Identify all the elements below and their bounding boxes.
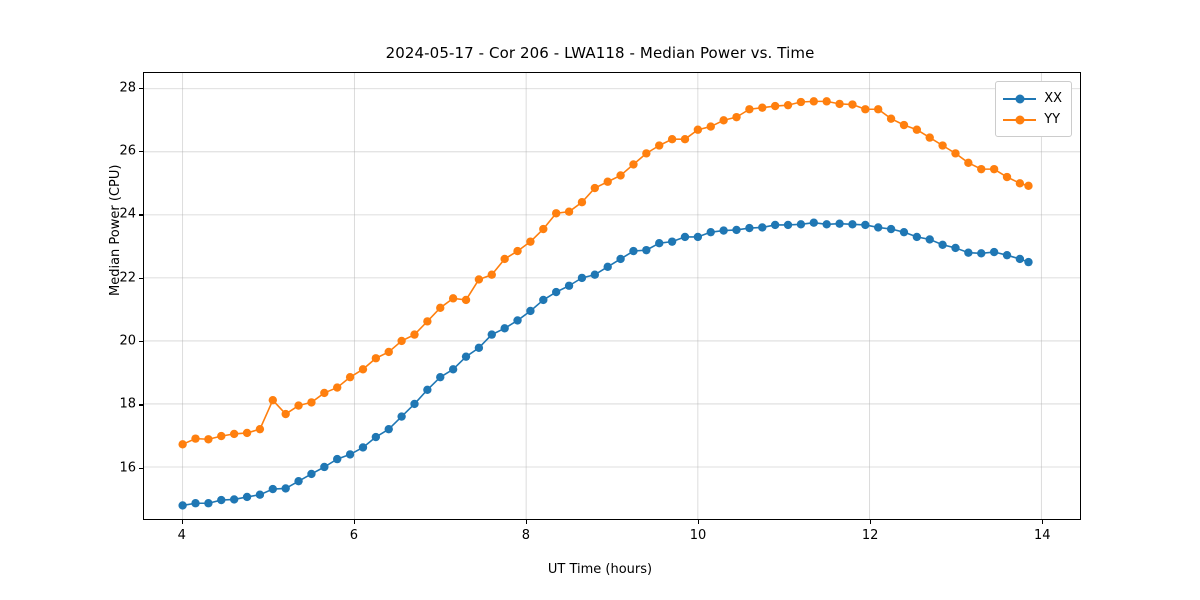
x-tick-label: 6 xyxy=(349,528,358,543)
x-tick-label: 8 xyxy=(521,528,531,543)
y-tick-label: 26 xyxy=(119,143,136,159)
y-tick-mark xyxy=(139,404,143,406)
x-tick-mark xyxy=(698,520,700,524)
plot-area: XX YY xyxy=(143,72,1081,520)
y-tick-mark xyxy=(139,151,143,153)
x-tick-label: 4 xyxy=(177,528,186,543)
x-tick-mark xyxy=(353,520,355,524)
y-tick-mark xyxy=(139,467,143,469)
y-tick-label: 16 xyxy=(119,460,136,476)
y-tick-mark xyxy=(139,341,143,343)
y-tick-label: 18 xyxy=(119,396,136,412)
data-series-layer xyxy=(178,97,1033,510)
y-tick-mark xyxy=(139,214,143,216)
x-tick-mark xyxy=(525,520,528,524)
x-tick-mark xyxy=(1042,520,1044,524)
x-tick-label: 14 xyxy=(1033,528,1051,543)
legend-label-xx: XX xyxy=(1044,91,1062,106)
x-axis-label: UT Time (hours) xyxy=(547,562,653,577)
y-tick-mark xyxy=(139,277,143,279)
x-tick-mark xyxy=(870,520,872,524)
x-tick-mark xyxy=(181,520,183,524)
legend-item-yy[interactable]: YY xyxy=(1003,109,1062,130)
y-axis-tick-labels: 16 18 20 22 24 26 28 xyxy=(88,72,136,520)
y-tick-label: 22 xyxy=(119,270,136,286)
chart-title: 2024-05-17 - Cor 206 - LWA118 - Median P… xyxy=(385,44,815,62)
legend-swatch-yy xyxy=(1003,115,1037,124)
y-tick-label: 24 xyxy=(119,206,136,222)
legend[interactable]: XX YY xyxy=(995,81,1072,137)
x-tick-label: 10 xyxy=(689,528,707,543)
y-tick-mark xyxy=(139,87,143,89)
x-axis-tick-marks xyxy=(143,520,1081,524)
y-tick-label: 28 xyxy=(119,80,136,96)
legend-swatch-xx xyxy=(1003,94,1037,103)
legend-item-xx[interactable]: XX xyxy=(1003,88,1062,109)
legend-label-yy: YY xyxy=(1044,112,1061,127)
y-axis-tick-marks xyxy=(139,72,143,520)
x-axis-tick-labels: 4 6 8 10 12 14 xyxy=(143,528,1081,552)
x-tick-label: 12 xyxy=(861,528,879,543)
y-tick-label: 20 xyxy=(119,333,136,349)
